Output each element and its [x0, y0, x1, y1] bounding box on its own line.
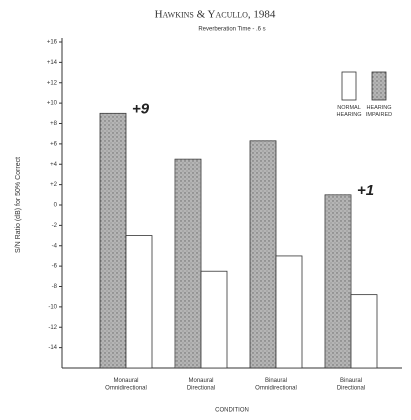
y-tick-label: -2 — [52, 223, 58, 229]
y-tick-label: +16 — [47, 40, 58, 46]
y-tick-label: -14 — [48, 345, 57, 351]
y-tick-label: 0 — [54, 203, 58, 209]
x-tick-label: Binaural Omnidirectional — [255, 378, 297, 392]
y-tick-label: +8 — [50, 121, 58, 127]
chart-title: Hawkins & Yacullo, 1984 — [155, 9, 276, 21]
y-tick-label: -8 — [52, 284, 58, 290]
y-tick-label: +14 — [47, 60, 58, 66]
x-tick-label: Monaural Omnidirectional — [105, 378, 147, 392]
y-tick-label: +2 — [50, 182, 58, 188]
x-tick-label: Binaural Directional — [337, 378, 365, 392]
y-tick-label: +4 — [50, 162, 58, 168]
legend-swatch — [341, 71, 357, 101]
legend-label: HEARING IMPAIRED — [366, 105, 392, 118]
y-axis-label: S/N Ratio (dB) for 50% Correct — [15, 157, 22, 253]
y-tick-label: +12 — [47, 80, 58, 86]
y-tick-label: +6 — [50, 141, 58, 147]
chart-subtitle: Reverberation Time - .6 s — [198, 27, 265, 33]
y-tick-label: +10 — [47, 101, 58, 107]
bar — [350, 294, 378, 369]
bar — [249, 140, 277, 369]
y-tick-label: -10 — [48, 304, 57, 310]
annotation: +1 — [357, 182, 374, 199]
y-tick-label: -6 — [52, 264, 58, 270]
bar — [275, 255, 303, 369]
y-tick-label: -12 — [48, 325, 57, 331]
bar — [125, 235, 153, 369]
bar — [324, 194, 352, 369]
bar — [174, 158, 202, 369]
annotation: +9 — [132, 100, 150, 117]
y-tick-label: -4 — [52, 243, 58, 249]
bar — [99, 112, 127, 369]
legend-texture — [372, 72, 386, 100]
bar — [200, 270, 228, 369]
legend-label: NORMAL HEARING — [336, 105, 361, 118]
x-axis-label: CONDITION — [215, 408, 249, 414]
x-tick-label: Monaural Directional — [187, 378, 215, 392]
